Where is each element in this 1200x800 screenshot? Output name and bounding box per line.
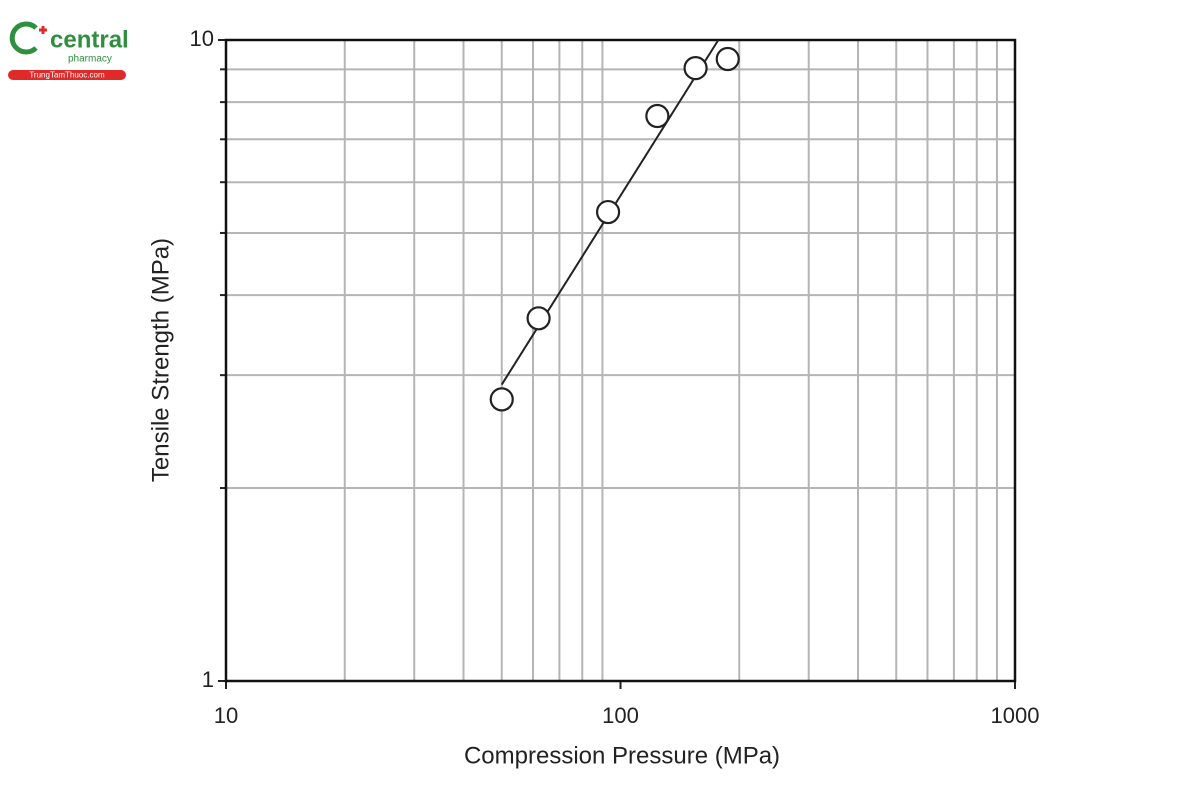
- y-axis-title: Tensile Strength (MPa): [147, 238, 174, 482]
- x-tick-label: 1000: [991, 703, 1040, 728]
- logo-sub: pharmacy: [68, 54, 112, 65]
- logo-icon: [9, 21, 38, 55]
- logo-cross: [39, 26, 47, 34]
- data-point: [526, 306, 551, 331]
- x-axis-title: Compression Pressure (MPa): [464, 742, 780, 769]
- y-tick-label: 10: [190, 26, 214, 51]
- x-tick-label: 10: [214, 703, 238, 728]
- data-point: [595, 199, 621, 225]
- data-point: [683, 55, 708, 81]
- plot-frame: [224, 38, 1017, 683]
- logo-site: TrungTamThuoc.com: [29, 71, 105, 80]
- x-tick-label: 100: [602, 703, 639, 728]
- logo-bar: [8, 70, 126, 80]
- logo: central pharmacy TrungTamThuoc.com: [8, 21, 129, 80]
- y-tick-label: 1: [202, 667, 214, 692]
- data-point: [489, 387, 514, 412]
- data-point: [715, 46, 740, 72]
- logo-brand: central: [50, 26, 129, 53]
- data-point: [645, 103, 670, 129]
